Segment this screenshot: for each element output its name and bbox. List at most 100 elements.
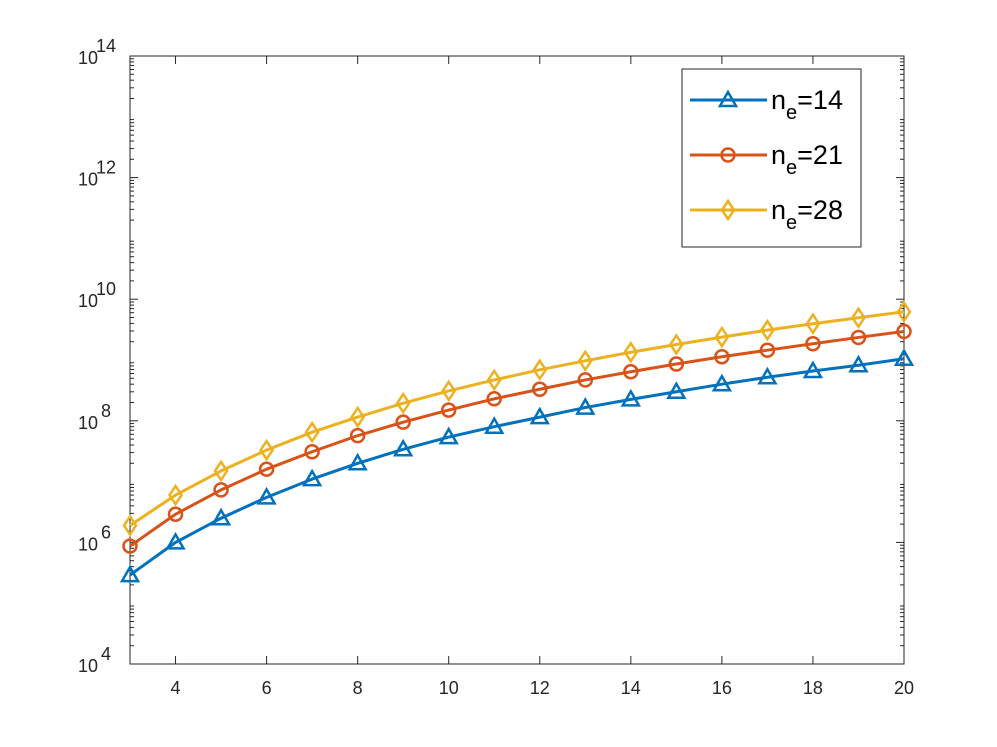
series-1 [122, 323, 912, 554]
y-tick-exponent: 12 [96, 158, 116, 178]
data-point [714, 325, 730, 349]
data-point [620, 388, 641, 407]
x-tick-label: 14 [621, 678, 641, 698]
y-tick-exponent: 4 [101, 644, 111, 664]
legend-label-main: n [771, 140, 786, 170]
data-point [213, 459, 229, 483]
data-point [575, 397, 596, 415]
legend-label: ne=14 [771, 85, 843, 124]
data-point [802, 360, 824, 379]
data-point [896, 300, 912, 324]
y-tick-base: 10 [78, 656, 98, 676]
data-point [301, 468, 323, 487]
data-point [350, 405, 366, 429]
y-tick-exponent: 10 [96, 279, 116, 299]
series-line [129, 310, 905, 527]
data-point [440, 402, 457, 418]
data-point [395, 414, 411, 430]
series-0 [119, 348, 915, 583]
data-point [805, 336, 821, 352]
data-point [486, 391, 502, 407]
y-tick-exponent: 14 [96, 36, 116, 56]
legend-label-main: n [771, 85, 786, 115]
data-point [304, 443, 320, 460]
series-2 [122, 300, 912, 537]
y-tick-base: 10 [78, 48, 98, 68]
x-tick-label: 4 [171, 678, 181, 698]
data-point [623, 364, 639, 380]
legend-marker [720, 147, 736, 163]
data-point [122, 514, 138, 537]
legend-label-sub: e [786, 212, 797, 234]
data-point [213, 482, 229, 498]
legend-label: ne=21 [771, 140, 843, 179]
data-point [258, 461, 275, 477]
data-point [759, 318, 775, 342]
legend-label: ne=28 [771, 195, 843, 234]
legend-marker [720, 198, 736, 222]
data-point [850, 329, 867, 346]
x-tick-label: 12 [530, 678, 550, 698]
data-point [304, 420, 320, 444]
data-point [529, 406, 550, 425]
data-point [759, 342, 776, 358]
legend-label-rest: =14 [797, 85, 843, 115]
data-point [122, 538, 138, 554]
data-point [532, 358, 548, 382]
data-point [666, 381, 687, 400]
data-point [484, 416, 505, 434]
x-tick-label: 10 [439, 678, 459, 698]
data-point [395, 391, 411, 415]
y-tick-base: 10 [78, 413, 98, 433]
data-point [848, 354, 869, 373]
legend-entry-1: ne=21 [690, 140, 843, 179]
data-point [805, 312, 821, 335]
data-point [668, 356, 685, 372]
data-point [347, 452, 368, 471]
data-point [167, 506, 184, 523]
data-point [438, 426, 459, 445]
data-point [210, 507, 232, 526]
data-point [850, 306, 866, 330]
legend-label-sub: e [786, 157, 797, 179]
legend-entry-2: ne=28 [690, 195, 843, 234]
x-tick-label: 18 [803, 678, 823, 698]
y-tick-base: 10 [78, 534, 98, 554]
data-point [668, 333, 684, 356]
y-tick-exponent: 6 [101, 522, 111, 542]
data-point [532, 381, 548, 398]
legend-label-rest: =21 [797, 140, 843, 170]
data-point [714, 349, 730, 365]
x-tick-label: 20 [894, 678, 914, 698]
data-point [441, 379, 457, 403]
legend-marker [717, 89, 739, 108]
data-point [896, 323, 912, 340]
data-point [165, 531, 186, 550]
data-point [256, 486, 277, 505]
data-point [711, 373, 733, 392]
data-point [757, 366, 778, 385]
data-point [623, 341, 639, 364]
legend-label-rest: =28 [797, 195, 843, 225]
data-point [259, 438, 275, 462]
data-point [119, 564, 141, 583]
data-point [349, 427, 366, 444]
y-tick-label: 106 [78, 522, 111, 554]
x-tick-label: 6 [262, 678, 272, 698]
data-point [577, 372, 594, 388]
y-tick-exponent: 8 [101, 401, 111, 421]
legend-entry-0: ne=14 [690, 85, 843, 124]
x-tick-label: 8 [353, 678, 363, 698]
data-point [168, 483, 184, 507]
y-tick-label: 104 [78, 644, 111, 676]
legend-label-sub: e [786, 102, 797, 124]
y-tick-base: 10 [78, 291, 98, 311]
y-tick-label: 108 [78, 401, 111, 433]
data-point [486, 368, 502, 392]
x-tick-label: 16 [712, 678, 732, 698]
